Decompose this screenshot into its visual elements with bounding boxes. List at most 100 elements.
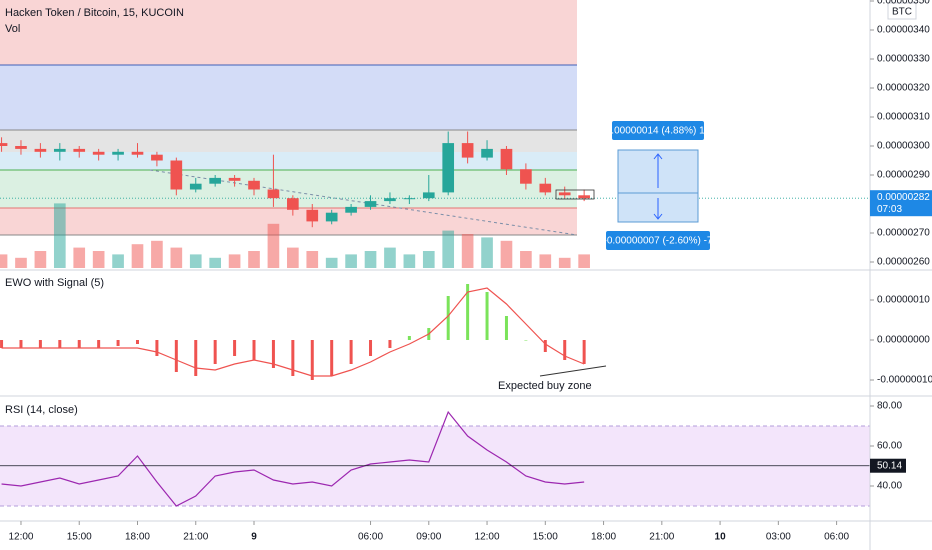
- volume-bar: [73, 247, 86, 268]
- vol-title: Vol: [5, 23, 20, 35]
- price-axis: [870, 0, 932, 550]
- price-tag-label: 0.00000282: [877, 192, 930, 203]
- ewo-bar: [174, 340, 178, 372]
- volume-bar: [53, 203, 66, 268]
- volume-bar: [422, 251, 435, 268]
- volume-bar: [228, 254, 241, 268]
- candle-body: [267, 189, 280, 199]
- ewo-bar: [446, 296, 450, 340]
- y-tick-label: 0.00000320: [877, 83, 930, 94]
- y-tick-label: 40.00: [877, 481, 902, 492]
- x-tick-label: 12:00: [475, 532, 500, 543]
- volume-bar: [403, 254, 416, 268]
- candle-body: [520, 169, 532, 184]
- volume-bar: [34, 251, 47, 268]
- volume-bar: [306, 251, 319, 268]
- x-tick-label: 9: [251, 532, 257, 543]
- x-tick-label: 09:00: [416, 532, 441, 543]
- ewo-title: EWO with Signal (5): [5, 277, 104, 289]
- volume-bar: [520, 251, 532, 268]
- candle-body: [403, 198, 416, 200]
- volume-bar: [15, 257, 27, 268]
- volume-bar: [0, 254, 8, 268]
- candle-body: [539, 183, 552, 193]
- y-tick-label: 0.00000270: [877, 228, 930, 239]
- ewo-bar: [252, 340, 256, 360]
- title: Hacken Token / Bitcoin, 15, KUCOIN: [5, 7, 184, 19]
- ewo-bar: [407, 336, 411, 340]
- ewo-bar: [38, 340, 42, 348]
- candle-body: [0, 143, 8, 146]
- rsi-tag: [870, 458, 906, 473]
- ewo-bar: [349, 340, 353, 364]
- volume-bar: [500, 240, 513, 268]
- range-tool: 0.00000014 (4.88%) 14 -0.00000007 (-2.60…: [555, 121, 713, 250]
- volume-bar: [578, 254, 590, 268]
- candle-body: [131, 151, 144, 155]
- x-tick-label: 06:00: [824, 532, 849, 543]
- x-tick-label: 15:00: [533, 532, 558, 543]
- ewo-bar: [466, 284, 470, 340]
- volume-bar: [209, 257, 221, 268]
- x-tick-label: 18:00: [125, 532, 150, 543]
- candle-body: [112, 151, 124, 155]
- unit-box: [887, 2, 917, 20]
- y-tick-label: 0.00000010: [877, 295, 930, 306]
- candle-body: [364, 201, 377, 207]
- range-label-box: [606, 231, 710, 250]
- rsi-line: [1, 410, 585, 507]
- ewo-bar: [19, 340, 23, 348]
- y-tick-label: 60.00: [877, 441, 902, 452]
- candle-body: [34, 148, 47, 152]
- ewo-bar: [135, 340, 139, 344]
- volume-bar: [267, 223, 280, 268]
- arrow-head: [653, 153, 663, 160]
- volume-bar: [461, 234, 474, 268]
- candle-body: [578, 195, 590, 199]
- candle-body: [345, 206, 357, 213]
- ewo-bar: [524, 340, 528, 341]
- zone: [0, 152, 577, 170]
- ewo-bar: [582, 340, 586, 364]
- volume-bar: [558, 257, 571, 268]
- candle-body: [15, 146, 27, 149]
- range-label-box: [612, 121, 704, 140]
- candle-body: [306, 209, 319, 222]
- ewo-bar: [388, 340, 392, 348]
- candle-body: [461, 143, 474, 158]
- zone: [0, 130, 577, 152]
- ewo-bar: [271, 340, 275, 368]
- zone: [0, 208, 577, 235]
- ewo-bar: [485, 292, 489, 340]
- volume-bar: [384, 247, 396, 268]
- y-tick-label: 0.00000330: [877, 54, 930, 65]
- volume-bar: [364, 251, 377, 268]
- zone: [0, 65, 577, 130]
- x-tick-label: 06:00: [358, 532, 383, 543]
- ewo-bar: [58, 340, 62, 348]
- range-down-label: -0.00000007 (-2.60%) -7: [604, 236, 713, 247]
- volume-bar: [112, 254, 124, 268]
- volume-bar: [539, 254, 552, 268]
- rsi-tag-label: 50.14: [877, 460, 902, 471]
- annotation-text: Expected buy zone: [498, 380, 592, 392]
- y-tick-label: 0.00000350: [877, 0, 930, 7]
- candle-body: [442, 143, 455, 193]
- annotation: Expected buy zone: [498, 365, 607, 392]
- candle-body: [170, 160, 183, 190]
- ewo-bar: [77, 340, 81, 348]
- volume-bar: [92, 251, 105, 268]
- candle-body: [189, 183, 202, 190]
- volume-bar: [287, 247, 299, 268]
- candle-body: [481, 148, 493, 158]
- y-tick-label: 80.00: [877, 401, 902, 412]
- ewo-bar: [0, 340, 4, 348]
- y-tick-label: 0.00000300: [877, 141, 930, 152]
- rsi-title: RSI (14, close): [5, 404, 78, 416]
- volume-bar: [131, 244, 144, 268]
- plot: [0, 131, 870, 507]
- volume-bar: [325, 257, 338, 268]
- countdown: 07:03: [877, 204, 902, 215]
- volume-bar: [442, 230, 455, 268]
